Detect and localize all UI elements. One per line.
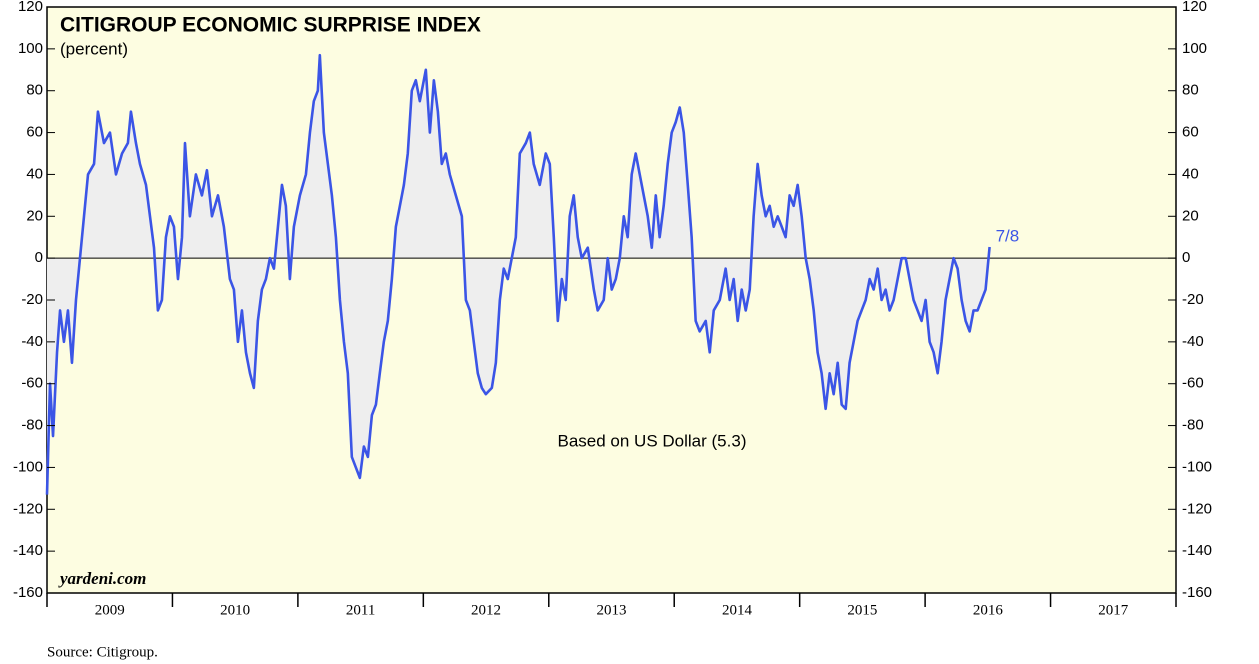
chart-subtitle: (percent) [60, 39, 128, 58]
note: Based on US Dollar (5.3) [558, 431, 747, 450]
y2-tick-label: -60 [1182, 375, 1204, 392]
y-tick-label: 100 [18, 40, 43, 57]
area [47, 55, 990, 495]
y2-tick-label: -80 [1182, 417, 1204, 434]
x-tick-label: 2011 [346, 602, 375, 618]
line [45, 53, 991, 495]
plot-area [46, 6, 1177, 594]
x-tick-label: 2017 [1098, 602, 1129, 618]
y-tick-label: 20 [26, 207, 43, 224]
y-tick-label: 40 [26, 165, 43, 182]
y2-tick-label: -140 [1182, 542, 1212, 559]
annotation: 7/8 [996, 227, 1020, 246]
y-tick-label: -140 [13, 542, 43, 559]
marks [45, 53, 1176, 495]
watermark: yardeni.com [58, 569, 146, 588]
y2-tick-label: -100 [1182, 458, 1212, 475]
x-tick-label: 2010 [220, 602, 250, 618]
y2-tick-label: -40 [1182, 333, 1204, 350]
chart-title: CITIGROUP ECONOMIC SURPRISE INDEX [60, 14, 481, 37]
x-tick-label: 2014 [722, 602, 753, 618]
y-tick-label: -100 [13, 458, 43, 475]
y2-tick-label: 0 [1182, 249, 1190, 266]
y-tick-label: -60 [21, 375, 43, 392]
x-tick-label: 2016 [973, 602, 1004, 618]
y2-tick-label: -160 [1182, 584, 1212, 601]
x-tick-label: 2013 [597, 602, 627, 618]
y2-tick-label: 40 [1182, 165, 1199, 182]
y2-tick-label: 100 [1182, 40, 1207, 57]
y2-tick-label: 20 [1182, 207, 1199, 224]
y-tick-label: 60 [26, 124, 43, 141]
x-tick-label: 2009 [95, 602, 125, 618]
y-tick-label: -80 [21, 417, 43, 434]
y-tick-label: -160 [13, 584, 43, 601]
y-tick-label: 120 [18, 0, 43, 15]
y-tick-label: 0 [35, 249, 43, 266]
y2-tick-label: 120 [1182, 0, 1207, 15]
y2-tick-label: 60 [1182, 124, 1199, 141]
y2-tick-label: -120 [1182, 500, 1212, 517]
source: Source: Citigroup. [47, 644, 158, 660]
y2-tick-label: 80 [1182, 82, 1199, 99]
y-tick-label: -20 [21, 291, 43, 308]
x-tick-label: 2015 [847, 602, 877, 618]
x-tick-label: 2012 [471, 602, 501, 618]
y-tick-label: 80 [26, 82, 43, 99]
y-tick-label: -120 [13, 500, 43, 517]
y2-tick-label: -20 [1182, 291, 1204, 308]
y-tick-label: -40 [21, 333, 43, 350]
